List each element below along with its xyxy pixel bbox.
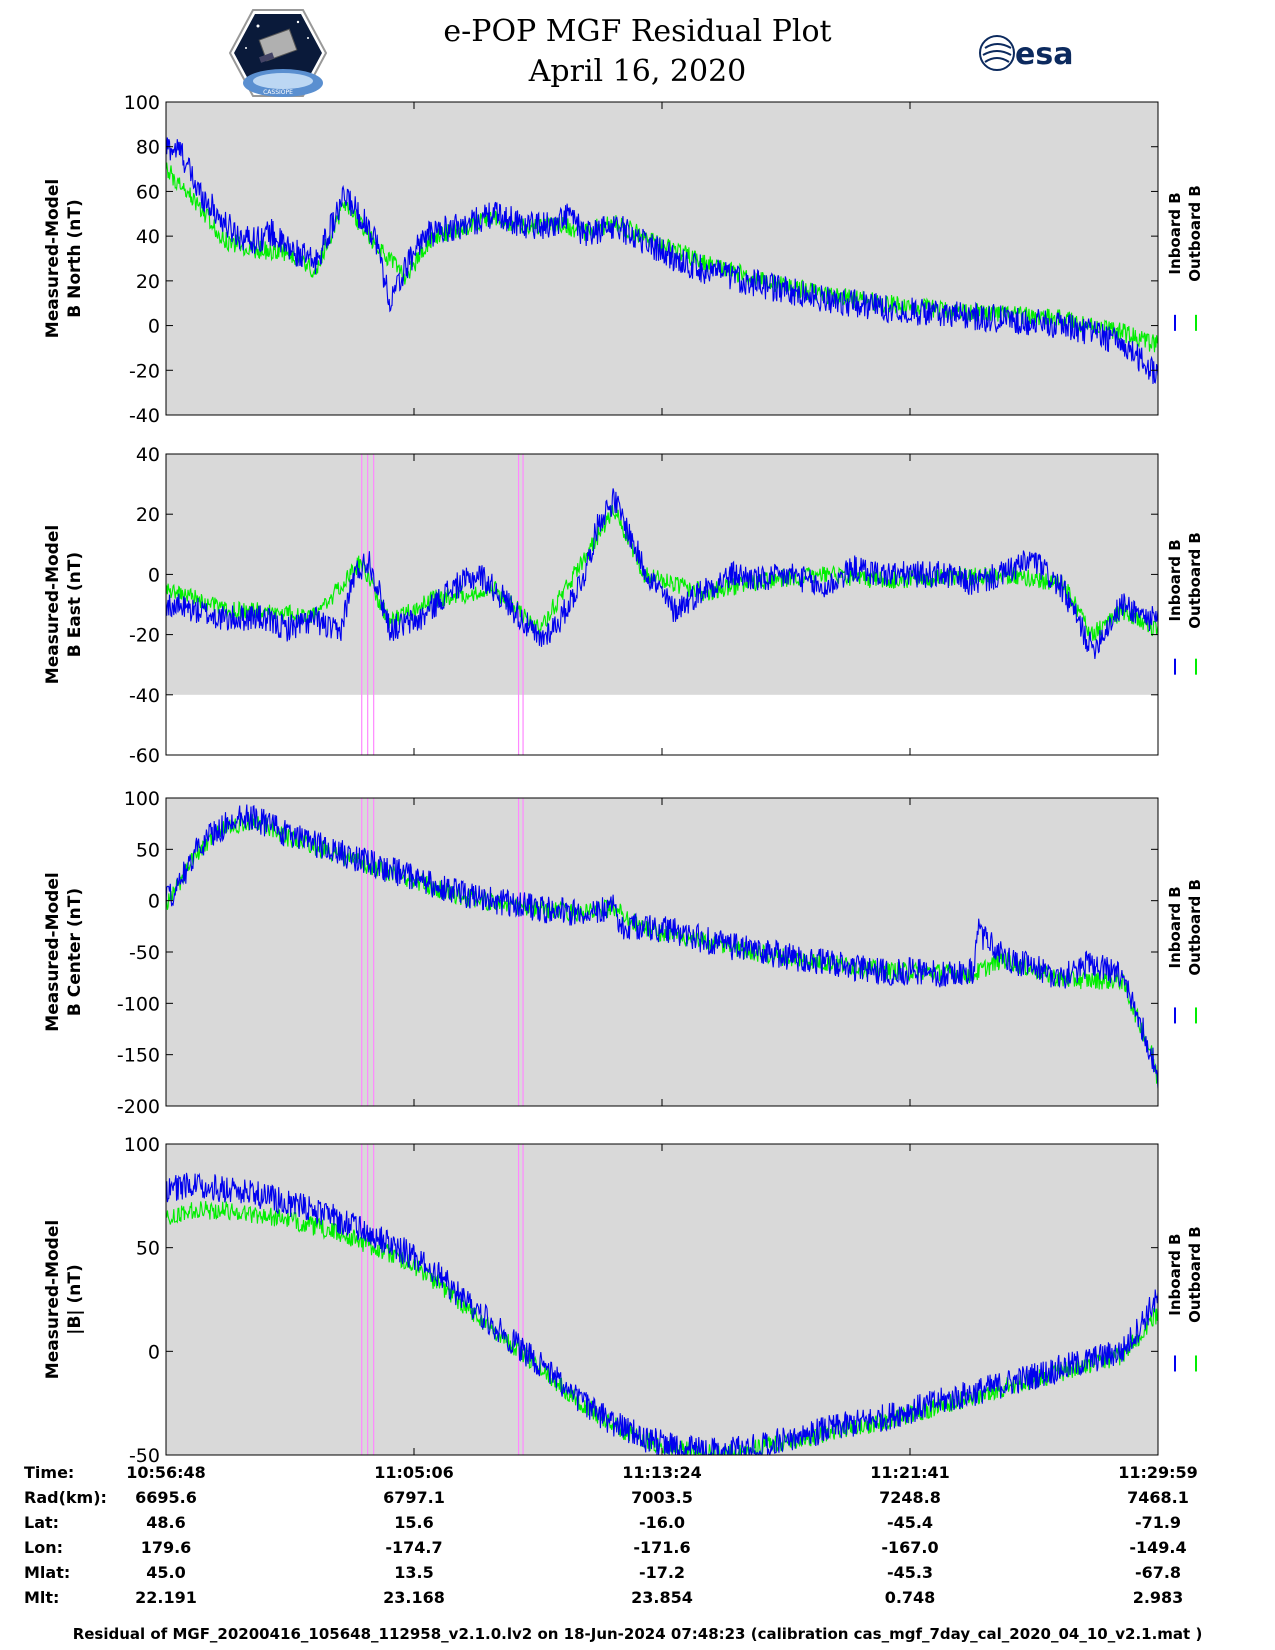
- table-cell: 0.748: [884, 1588, 936, 1607]
- table-cell: -45.4: [886, 1513, 934, 1532]
- svg-text:esa: esa: [1015, 37, 1073, 72]
- ytick-label-3-1: 100: [124, 788, 160, 810]
- legend-inboard-label-2: Inboard B: [1166, 539, 1184, 621]
- plot-title: e-POP MGF Residual Plot: [443, 14, 832, 49]
- table-cell: -45.3: [886, 1563, 934, 1582]
- ytick-label-1-5: 20: [136, 271, 160, 293]
- table-cell: 22.191: [135, 1588, 197, 1607]
- ytick-label-1-4: 40: [136, 226, 160, 248]
- table-cell: 7003.5: [631, 1488, 693, 1507]
- table-cell: 45.0: [146, 1563, 186, 1582]
- ylabel-line1-1: Measured-Model: [43, 179, 63, 338]
- ytick-label-4-2: 50: [136, 1238, 160, 1260]
- panel-background-1: [166, 102, 1158, 415]
- ytick-label-2-4: -20: [129, 625, 160, 647]
- table-cell: 11:21:41: [870, 1463, 950, 1482]
- ytick-label-2-1: 40: [136, 444, 160, 466]
- ytick-label-3-2: 50: [136, 839, 160, 861]
- ytick-label-3-5: -100: [117, 993, 160, 1015]
- inboard-series-4: [166, 1172, 1158, 1455]
- ytick-label-1-6: 0: [148, 316, 160, 338]
- ytick-label-4-3: 0: [148, 1341, 160, 1363]
- legend-outboard-label-4: Outboard B: [1186, 1226, 1204, 1323]
- table-cell: 23.854: [631, 1588, 693, 1607]
- ytick-label-1-7: -20: [129, 360, 160, 382]
- ytick-label-4-4: -50: [129, 1445, 160, 1467]
- ytick-label-3-3: 0: [148, 891, 160, 913]
- inboard-series-3: [166, 804, 1158, 1089]
- ylabel-line2-1: B North (nT): [65, 199, 85, 318]
- row-label: Mlt:: [24, 1588, 60, 1607]
- row-label: Lon:: [24, 1538, 63, 1557]
- ylabel-line2-2: B East (nT): [65, 552, 85, 657]
- row-label: Rad(km):: [24, 1488, 107, 1507]
- table-cell: 13.5: [394, 1563, 434, 1582]
- ytick-label-2-2: 20: [136, 504, 160, 526]
- table-cell: 11:05:06: [374, 1463, 454, 1482]
- ytick-label-3-4: -50: [129, 942, 160, 964]
- ylabel-line1-3: Measured-Model: [43, 872, 63, 1031]
- row-label: Mlat:: [24, 1563, 71, 1582]
- ylabel-line1-2: Measured-Model: [43, 525, 63, 684]
- ylabel-line2-3: B Center (nT): [65, 888, 85, 1016]
- outboard-series-3: [166, 812, 1158, 1084]
- table-cell: -171.6: [633, 1538, 691, 1557]
- table-cell: 6797.1: [383, 1488, 445, 1507]
- ytick-label-2-5: -40: [129, 685, 160, 707]
- table-cell: 11:29:59: [1118, 1463, 1198, 1482]
- table-cell: 2.983: [1132, 1588, 1184, 1607]
- table-cell: 179.6: [140, 1538, 192, 1557]
- table-cell: -16.0: [638, 1513, 686, 1532]
- ytick-label-1-8: -40: [129, 405, 160, 427]
- table-cell: -174.7: [385, 1538, 443, 1557]
- footer-caption: Residual of MGF_20200416_105648_112958_v…: [72, 1625, 1203, 1643]
- table-cell: -71.9: [1134, 1513, 1182, 1532]
- legend-inboard-label-4: Inboard B: [1166, 1234, 1184, 1316]
- table-cell: 15.6: [394, 1513, 434, 1532]
- table-cell: 48.6: [146, 1513, 186, 1532]
- legend-outboard-label-3: Outboard B: [1186, 879, 1204, 976]
- table-cell: 23.168: [383, 1588, 445, 1607]
- ylabel-line2-4: |B| (nT): [65, 1264, 85, 1335]
- ytick-label-1-1: 100: [124, 92, 160, 114]
- table-cell: 10:56:48: [126, 1463, 206, 1482]
- ytick-label-3-6: -150: [117, 1045, 160, 1067]
- table-cell: -67.8: [1134, 1563, 1182, 1582]
- panel-background-4: [166, 1144, 1158, 1455]
- table-cell: 7248.8: [879, 1488, 941, 1507]
- row-label: Lat:: [24, 1513, 60, 1532]
- ytick-label-2-3: 0: [148, 564, 160, 586]
- table-cell: 7468.1: [1127, 1488, 1189, 1507]
- table-cell: 6695.6: [135, 1488, 197, 1507]
- esa-logo: esa: [979, 35, 1073, 72]
- inboard-series-1: [166, 136, 1158, 385]
- ytick-label-2-6: -60: [129, 745, 160, 767]
- cassiope-logo: CASSIOPE: [228, 9, 328, 97]
- ylabel-line1-4: Measured-Model: [43, 1220, 63, 1379]
- table-cell: -167.0: [881, 1538, 939, 1557]
- ytick-label-1-3: 60: [136, 181, 160, 203]
- table-cell: -17.2: [638, 1563, 686, 1582]
- svg-text:CASSIOPE: CASSIOPE: [263, 89, 293, 96]
- ytick-label-3-7: -200: [117, 1096, 160, 1118]
- orbit-info-table: Time: 10:56:48 11:05:06 11:13:24 11:21:41 11:…: [0, 1463, 1275, 1623]
- plot-date: April 16, 2020: [528, 54, 747, 89]
- ytick-label-4-1: 100: [124, 1134, 160, 1156]
- ytick-label-1-2: 80: [136, 137, 160, 159]
- legend-inboard-label-1: Inboard B: [1166, 192, 1184, 274]
- legend-outboard-label-2: Outboard B: [1186, 532, 1204, 629]
- header: CASSIOPE e-POP MGF Residual Plot April 1…: [0, 0, 1275, 100]
- legend-inboard-label-3: Inboard B: [1166, 886, 1184, 968]
- row-label: Time:: [24, 1463, 75, 1482]
- table-cell: 11:13:24: [622, 1463, 702, 1482]
- inboard-series-2: [166, 488, 1158, 660]
- table-cell: -149.4: [1129, 1538, 1187, 1557]
- legend-outboard-label-1: Outboard B: [1186, 185, 1204, 282]
